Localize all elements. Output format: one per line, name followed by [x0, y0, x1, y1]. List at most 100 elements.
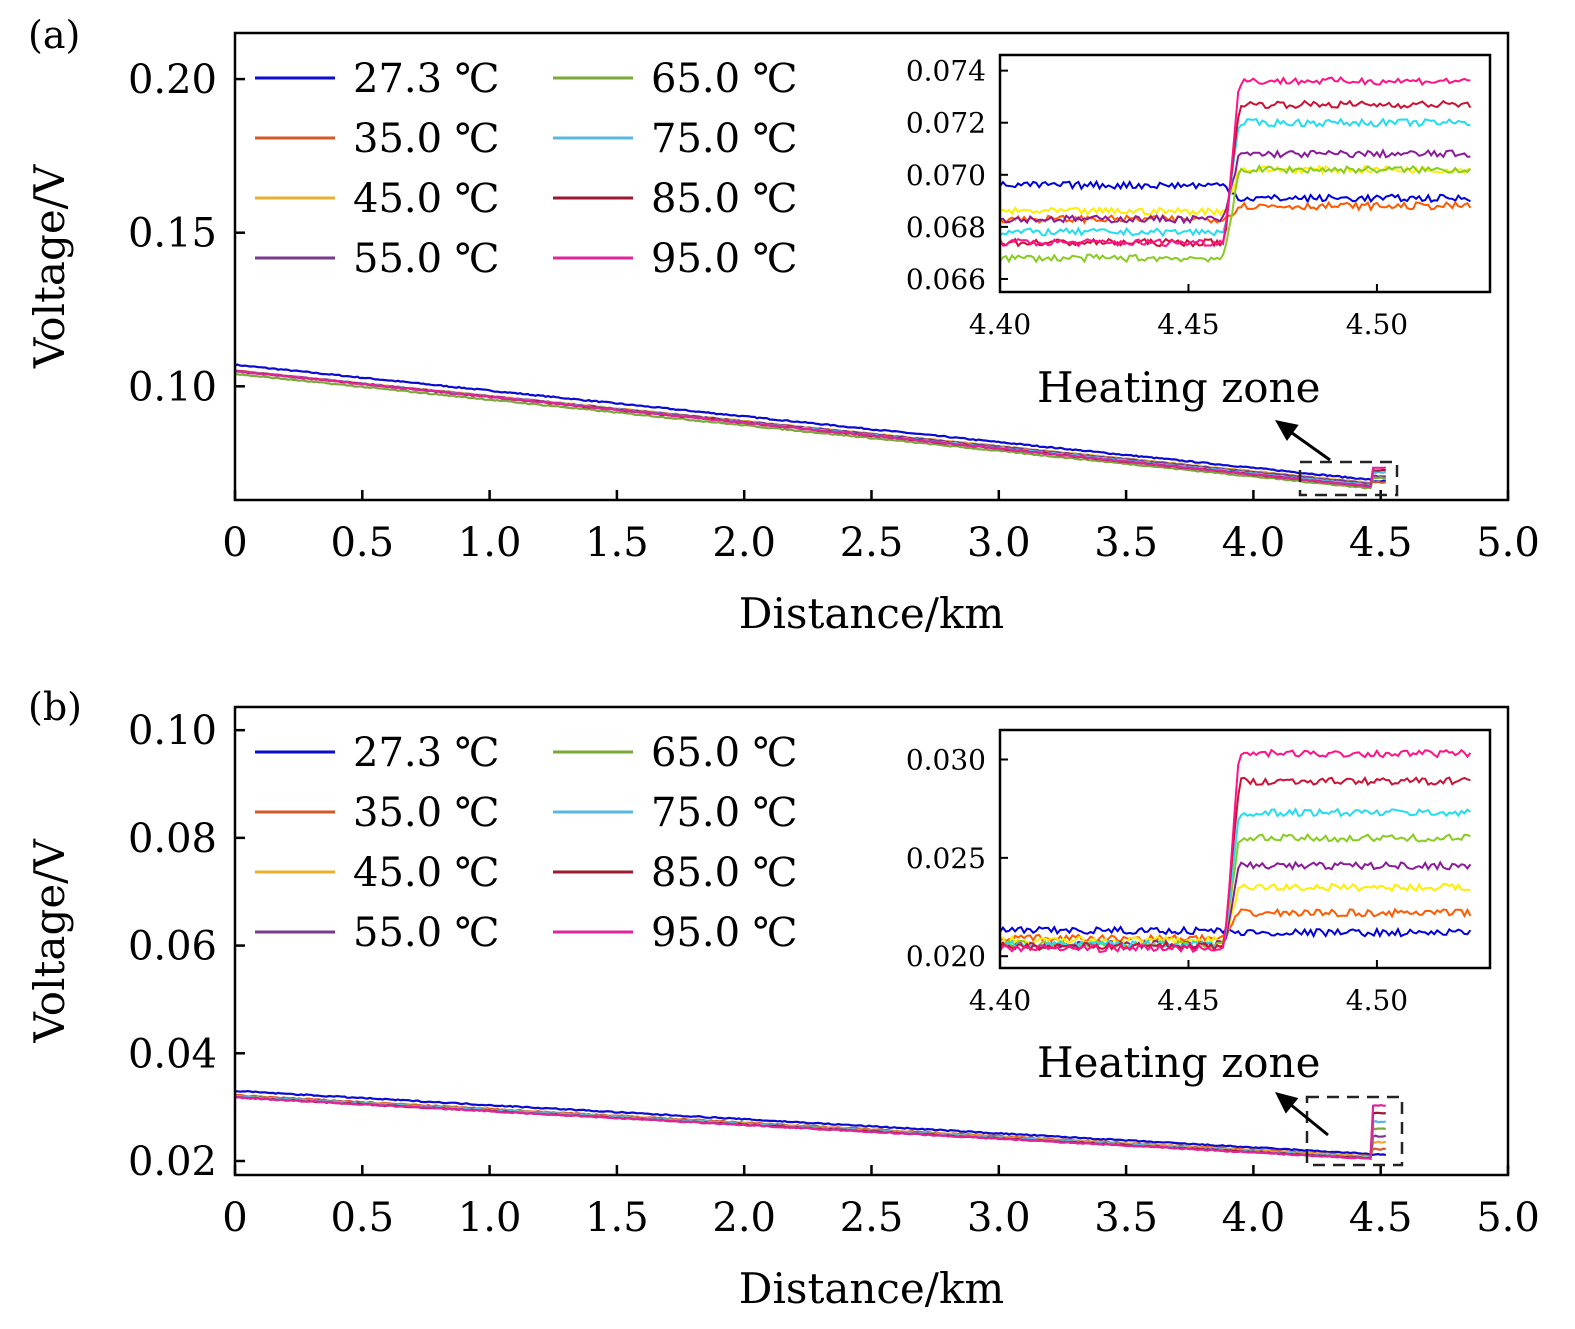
x-tick-label: 5.0	[1476, 1195, 1540, 1241]
inset-y-tick-label: 0.020	[906, 940, 986, 973]
legend-label: 85.0 ℃	[651, 850, 798, 896]
y-tick-label: 0.04	[128, 1031, 217, 1077]
inset-x-tick-label: 4.45	[1157, 308, 1219, 341]
x-tick-label: 3.0	[967, 520, 1031, 566]
y-tick-label: 0.02	[128, 1139, 217, 1185]
legend-item: 55.0 ℃	[255, 236, 500, 282]
arrow-head-icon	[1275, 1092, 1299, 1114]
inset-y-tick-label: 0.025	[906, 842, 986, 875]
legend-item: 65.0 ℃	[553, 56, 798, 102]
legend-label: 35.0 ℃	[353, 790, 500, 836]
legend-label: 75.0 ℃	[651, 790, 798, 836]
x-tick-label: 0	[222, 1195, 247, 1241]
x-tick-label: 1.5	[585, 1195, 649, 1241]
x-tick-label: 4.5	[1349, 520, 1413, 566]
legend: 27.3 ℃ 35.0 ℃ 45.0 ℃ 55.0 ℃ 65.0 ℃ 75.0 ℃ 85.0…	[255, 730, 798, 956]
legend-label: 27.3 ℃	[353, 56, 500, 102]
x-tick-label: 1.5	[585, 520, 649, 566]
inset-x-tick-label: 4.40	[969, 984, 1031, 1017]
legend-label: 55.0 ℃	[353, 910, 500, 956]
legend-item: 95.0 ℃	[553, 236, 798, 282]
y-axis-label: Voltage/V	[25, 839, 74, 1044]
inset-series-line	[999, 99, 1472, 248]
inset-frame	[998, 53, 1492, 294]
inset-series-line	[999, 164, 1472, 264]
legend-item: 45.0 ℃	[255, 850, 500, 896]
legend-item: 35.0 ℃	[255, 116, 500, 162]
inset-y-tick-label: 0.066	[906, 263, 986, 296]
inset-x-tick-label: 4.50	[1346, 984, 1408, 1017]
y-tick-label: 0.10	[128, 364, 217, 410]
y-tick-label: 0.08	[128, 816, 217, 862]
inset-series-line	[1000, 882, 1471, 946]
y-axis-label: Voltage/V	[25, 164, 74, 369]
inset-x-tick-label: 4.40	[969, 308, 1031, 341]
inset-background	[1000, 730, 1490, 968]
inset-series-line	[999, 200, 1472, 225]
legend-label: 27.3 ℃	[353, 730, 500, 776]
inset-y-tick-label: 0.068	[906, 211, 986, 244]
x-tick-label: 0.5	[330, 1195, 394, 1241]
legend-label: 45.0 ℃	[353, 176, 500, 222]
x-tick-label: 5.0	[1476, 520, 1540, 566]
x-tick-label: 0	[222, 520, 247, 566]
legend-item: 85.0 ℃	[553, 850, 798, 896]
inset-series-line	[999, 925, 1472, 939]
y-tick-label: 0.10	[128, 708, 217, 754]
series-line	[234, 1093, 1386, 1158]
legend-label: 95.0 ℃	[651, 236, 798, 282]
inset-series-line	[999, 907, 1472, 944]
legend-label: 65.0 ℃	[651, 730, 798, 776]
inset: 4.40 4.45 4.50 0.020 0.025 0.030	[906, 728, 1492, 1017]
inset-frame	[998, 728, 1492, 970]
series-line	[234, 363, 1386, 483]
arrow-head-icon	[1275, 420, 1299, 442]
y-tick-label: 0.20	[128, 57, 217, 103]
inset-y-tick-label: 0.072	[906, 107, 986, 140]
legend-label: 65.0 ℃	[651, 56, 798, 102]
x-tick-label: 3.5	[1094, 1195, 1158, 1241]
inset-background	[1000, 55, 1490, 292]
inset-series-line	[999, 807, 1471, 950]
panel-label: (b)	[28, 685, 82, 729]
inset-series-line	[999, 860, 1472, 951]
inset-series-line	[999, 117, 1471, 238]
legend-item: 27.3 ℃	[255, 56, 500, 102]
inset: 4.40 4.45 4.50 0.066 0.068 0.070 0.072 0.074	[906, 53, 1492, 341]
inset-x-tick-label: 4.50	[1346, 308, 1408, 341]
x-axis-label: Distance/km	[739, 589, 1004, 638]
legend-item: 75.0 ℃	[553, 790, 798, 836]
legend-item: 55.0 ℃	[255, 910, 500, 956]
legend-item: 45.0 ℃	[255, 176, 500, 222]
inset-y-tick-label: 0.074	[906, 55, 986, 88]
legend-label: 95.0 ℃	[651, 910, 798, 956]
x-tick-label: 2.5	[840, 1195, 904, 1241]
series-line	[234, 1095, 1386, 1161]
heating-zone-annotation: Heating zone	[1037, 363, 1320, 412]
legend-item: 75.0 ℃	[553, 116, 798, 162]
x-tick-label: 3.5	[1094, 520, 1158, 566]
inset-x-tick-label: 4.45	[1157, 984, 1219, 1017]
legend-label: 55.0 ℃	[353, 236, 500, 282]
legend-label: 85.0 ℃	[651, 176, 798, 222]
x-tick-label: 3.0	[967, 1195, 1031, 1241]
y-tick-label: 0.15	[128, 211, 217, 257]
x-tick-label: 4.0	[1222, 1195, 1286, 1241]
x-axis-label: Distance/km	[739, 1264, 1004, 1313]
inset-y-tick-label: 0.030	[906, 744, 986, 777]
x-tick-label: 2.0	[712, 1195, 776, 1241]
legend-item: 27.3 ℃	[255, 730, 500, 776]
legend-label: 75.0 ℃	[651, 116, 798, 162]
inset-series-line	[999, 148, 1471, 225]
x-tick-label: 4.5	[1349, 1195, 1413, 1241]
x-tick-label: 2.0	[712, 520, 776, 566]
legend-item: 95.0 ℃	[553, 910, 798, 956]
y-tick-label: 0.06	[128, 924, 217, 970]
arrow-shaft	[1284, 1098, 1329, 1137]
x-tick-label: 0.5	[330, 520, 394, 566]
inset-series-line	[999, 775, 1471, 952]
inset-series-line	[999, 75, 1471, 248]
x-tick-label: 1.0	[458, 520, 522, 566]
legend: 27.3 ℃ 35.0 ℃ 45.0 ℃ 55.0 ℃ 65.0 ℃ 75.0 ℃ 85.0…	[255, 56, 798, 282]
series-line	[234, 1089, 1387, 1157]
